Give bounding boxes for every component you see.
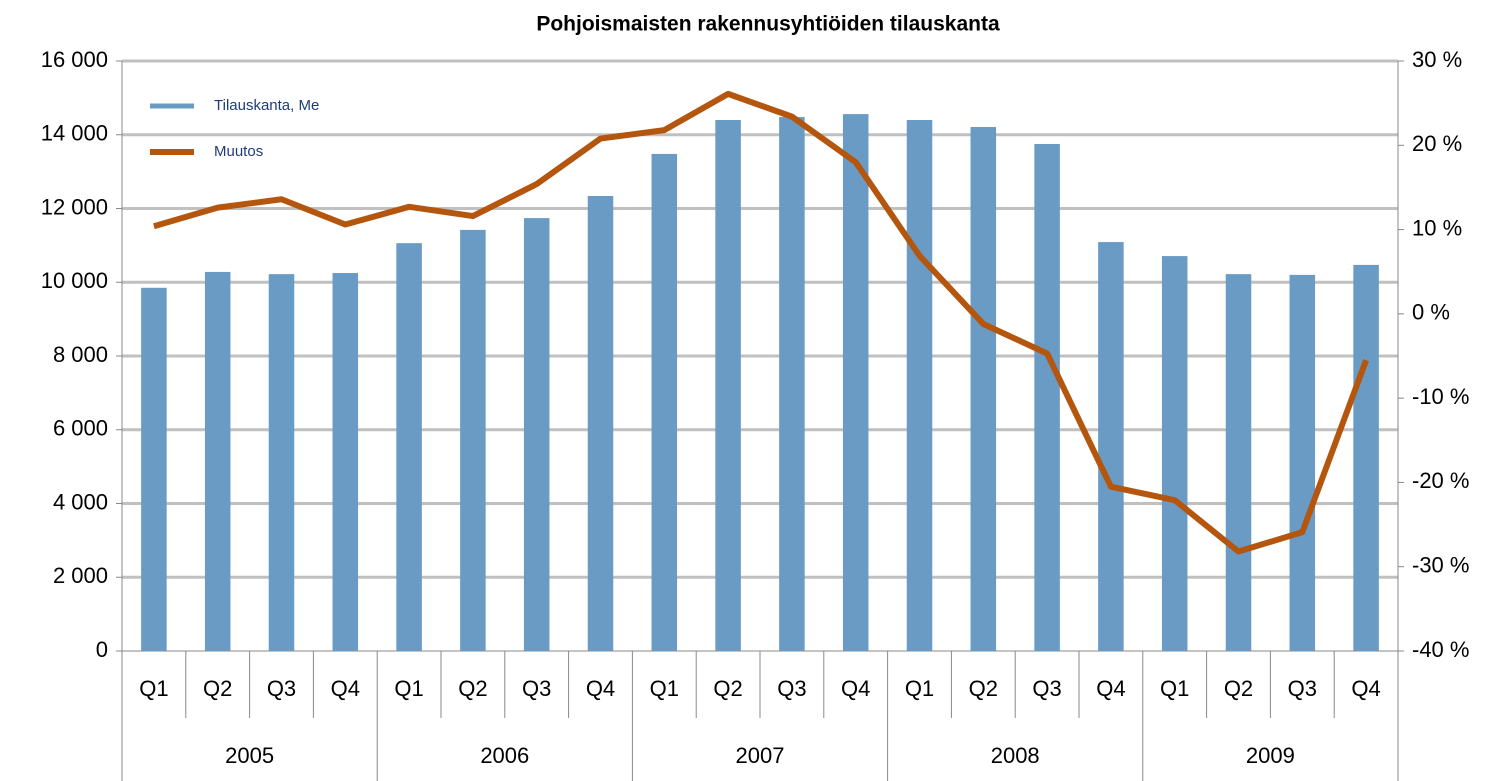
bar	[1034, 143, 1060, 651]
line	[153, 90, 1369, 555]
y-tick-label: 16 000	[41, 47, 108, 72]
x-tick-label: Q2	[203, 676, 232, 701]
legend-label: Tilauskanta, Me	[214, 97, 319, 114]
y2-tick-label: 30 %	[1412, 47, 1462, 72]
y-tick-label: 10 000	[41, 268, 108, 293]
group-label: 2006	[480, 743, 529, 768]
bar	[1225, 274, 1252, 651]
bar	[332, 273, 359, 651]
legend-label: Muutos	[214, 143, 263, 160]
group-label: 2009	[1246, 743, 1295, 768]
bar	[1353, 264, 1379, 651]
x-tick-label: Q3	[1032, 676, 1061, 701]
bar	[204, 271, 231, 651]
bar	[970, 127, 997, 652]
x-tick-label: Q1	[650, 676, 679, 701]
group-label: 2008	[991, 743, 1040, 768]
y2-tick-label: 0 %	[1412, 300, 1450, 325]
bar	[651, 153, 678, 652]
x-tick-label: Q1	[139, 676, 168, 701]
y-tick-label: 14 000	[41, 121, 108, 146]
y2-tick-label: 20 %	[1412, 131, 1462, 156]
group-label: 2005	[225, 743, 274, 768]
y-tick-label: 0	[96, 637, 108, 662]
x-tick-label: Q4	[841, 676, 870, 701]
x-tick-label: Q3	[1288, 676, 1317, 701]
y2-tick-label: -10 %	[1412, 384, 1469, 409]
x-tick-label: Q2	[1224, 676, 1253, 701]
x-tick-label: Q3	[267, 676, 296, 701]
y-tick-label: 6 000	[53, 416, 108, 441]
bar	[842, 114, 869, 652]
bar	[587, 195, 614, 651]
bar	[1161, 256, 1188, 651]
y-tick-label: 4 000	[53, 489, 108, 514]
bar	[1289, 274, 1316, 651]
x-tick-label: Q1	[394, 676, 423, 701]
bar	[396, 243, 422, 651]
x-tick-label: Q3	[522, 676, 551, 701]
x-tick-label: Q4	[1096, 676, 1125, 701]
x-tick-label: Q3	[777, 676, 806, 701]
y2-tick-label: -20 %	[1412, 468, 1469, 493]
x-tick-label: Q2	[969, 676, 998, 701]
y2-tick-label: 10 %	[1412, 215, 1462, 240]
bar	[779, 117, 805, 652]
bar	[268, 274, 295, 651]
x-tick-label: Q4	[331, 676, 360, 701]
x-tick-label: Q2	[458, 676, 487, 701]
x-tick-label: Q4	[586, 676, 615, 701]
y-tick-label: 2 000	[53, 563, 108, 588]
bar	[523, 218, 550, 651]
x-tick-label: Q2	[713, 676, 742, 701]
bar	[141, 287, 167, 651]
y2-tick-label: -30 %	[1412, 553, 1469, 578]
y2-tick-label: -40 %	[1412, 637, 1469, 662]
bar	[715, 120, 741, 651]
bar	[906, 120, 933, 651]
x-tick-label: Q1	[1160, 676, 1189, 701]
bar	[1098, 242, 1124, 651]
x-tick-label: Q1	[905, 676, 934, 701]
bar	[460, 229, 486, 651]
group-label: 2007	[736, 743, 785, 768]
y-tick-label: 12 000	[41, 194, 108, 219]
chart-title: Pohjoismaisten rakennusyhtiöiden tilausk…	[536, 13, 1000, 36]
x-tick-label: Q4	[1351, 676, 1380, 701]
y-tick-label: 8 000	[53, 342, 108, 367]
